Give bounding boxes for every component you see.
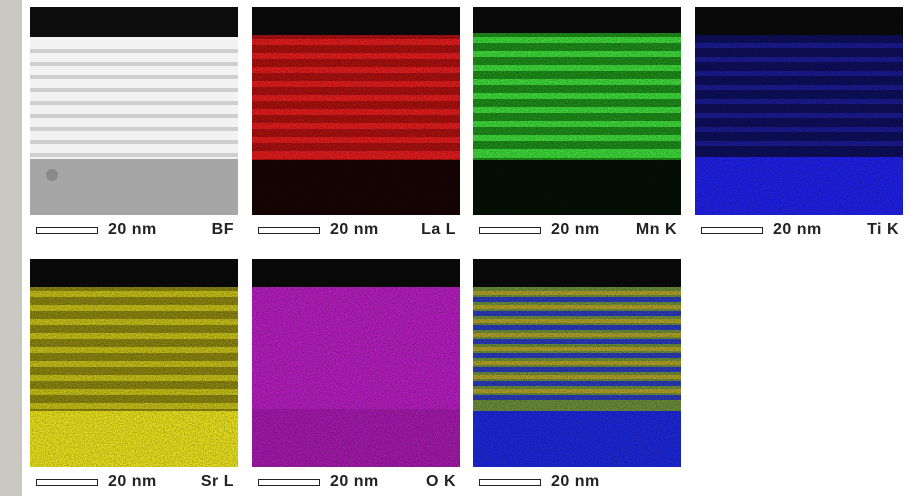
scale-bar <box>258 478 320 486</box>
sr-map <box>30 259 238 467</box>
o-map <box>252 259 460 467</box>
element-label: O K <box>426 473 456 490</box>
overlay-map-panel <box>473 259 681 467</box>
scale-label: 20 nm <box>773 221 822 238</box>
la-caption: 20 nm La L <box>252 219 460 241</box>
scale-bar <box>36 226 98 234</box>
scale-bar <box>701 226 763 234</box>
mn-map <box>473 7 681 215</box>
element-label: La L <box>421 221 456 238</box>
bf-image-panel <box>30 7 238 215</box>
overlay-caption: 20 nm <box>473 471 681 493</box>
scale-label: 20 nm <box>330 221 379 238</box>
scale-label: 20 nm <box>551 221 600 238</box>
scale-bar <box>258 226 320 234</box>
eds-map-figure: 20 nm BF 20 <box>22 0 920 496</box>
ti-caption: 20 nm Ti K <box>695 219 903 241</box>
element-label: BF <box>211 221 234 238</box>
ti-map <box>695 7 903 215</box>
o-caption: 20 nm O K <box>252 471 460 493</box>
ti-map-panel <box>695 7 903 215</box>
sr-caption: 20 nm Sr L <box>30 471 238 493</box>
mn-caption: 20 nm Mn K <box>473 219 681 241</box>
la-map-panel <box>252 7 460 215</box>
mn-map-panel <box>473 7 681 215</box>
bf-image <box>30 7 238 215</box>
element-label: Ti K <box>867 221 899 238</box>
la-map <box>252 7 460 215</box>
scale-label: 20 nm <box>551 473 600 490</box>
scale-bar <box>479 478 541 486</box>
scale-label: 20 nm <box>108 221 157 238</box>
element-label: Mn K <box>635 221 677 238</box>
overlay-map <box>473 259 681 467</box>
bf-caption: 20 nm BF <box>30 219 238 241</box>
scale-label: 20 nm <box>330 473 379 490</box>
sr-map-panel <box>30 259 238 467</box>
o-map-panel <box>252 259 460 467</box>
element-label: Sr L <box>200 473 234 490</box>
scale-label: 20 nm <box>108 473 157 490</box>
scale-bar <box>479 226 541 234</box>
scale-bar <box>36 478 98 486</box>
